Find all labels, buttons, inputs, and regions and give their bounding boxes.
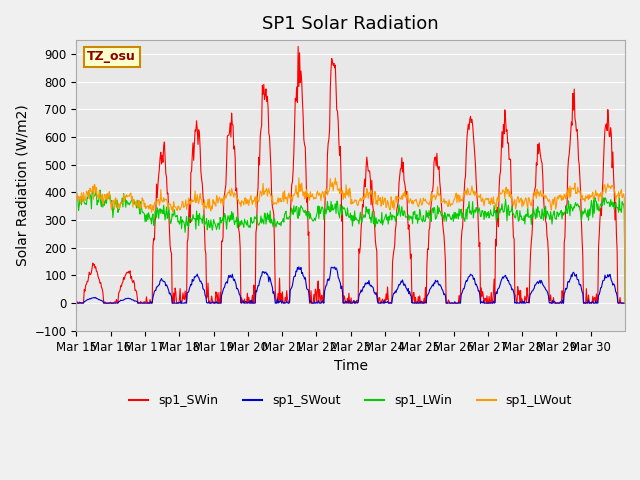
Line: sp1_SWout: sp1_SWout (76, 267, 625, 303)
sp1_LWin (239, 220, 246, 226)
sp1_LWin (408, 214, 416, 220)
sp1_SWin (72, 298, 80, 304)
X-axis label: Time: Time (333, 359, 368, 373)
sp1_LWout (238, 198, 246, 204)
sp1_SWin (138, 300, 145, 306)
sp1_SWout (621, 300, 629, 306)
sp1_SWout (409, 299, 417, 305)
sp1_SWin (266, 133, 273, 139)
sp1_LWout (332, 175, 339, 181)
sp1_SWout (138, 300, 145, 306)
Title: SP1 Solar Radiation: SP1 Solar Radiation (262, 15, 439, 33)
sp1_SWout (266, 274, 273, 280)
Line: sp1_SWin: sp1_SWin (76, 47, 625, 303)
Line: sp1_LWin: sp1_LWin (76, 189, 625, 303)
sp1_SWout (239, 300, 246, 305)
sp1_SWin (239, 298, 246, 304)
sp1_LWout (408, 201, 416, 206)
sp1_SWin (287, 212, 294, 217)
sp1_SWout (287, 287, 294, 293)
sp1_SWin (74, 300, 82, 306)
sp1_LWout (137, 202, 145, 207)
Y-axis label: Solar Radiation (W/m2): Solar Radiation (W/m2) (15, 105, 29, 266)
sp1_LWin (72, 194, 80, 200)
sp1_LWin (287, 215, 294, 221)
sp1_LWout (621, 300, 629, 306)
sp1_LWout (72, 199, 80, 205)
sp1_LWin (439, 212, 447, 217)
sp1_LWin (138, 205, 145, 211)
sp1_SWout (72, 300, 80, 306)
Text: TZ_osu: TZ_osu (88, 50, 136, 63)
sp1_LWout (265, 185, 273, 191)
sp1_SWin (621, 300, 629, 306)
sp1_LWin (621, 300, 629, 306)
sp1_SWin (294, 44, 302, 49)
sp1_SWin (409, 300, 417, 306)
sp1_LWout (439, 199, 447, 205)
Legend: sp1_SWin, sp1_SWout, sp1_LWin, sp1_LWout: sp1_SWin, sp1_SWout, sp1_LWin, sp1_LWout (124, 389, 577, 412)
sp1_SWout (295, 264, 303, 270)
sp1_LWin (266, 219, 273, 225)
Line: sp1_LWout: sp1_LWout (76, 178, 625, 303)
sp1_LWin (92, 186, 100, 192)
sp1_SWin (440, 227, 447, 233)
sp1_LWout (285, 195, 293, 201)
sp1_SWout (440, 289, 447, 295)
sp1_SWout (73, 300, 81, 306)
